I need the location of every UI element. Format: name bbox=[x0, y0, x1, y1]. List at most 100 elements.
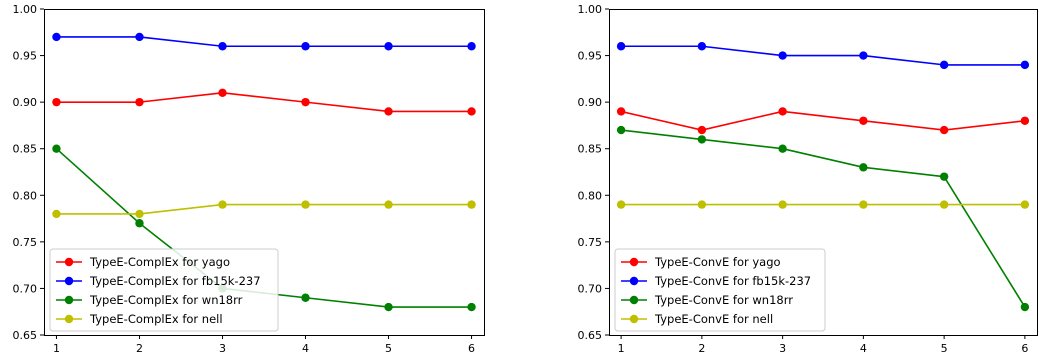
legend-marker bbox=[629, 295, 639, 305]
data-point-s3-1 bbox=[697, 200, 707, 209]
legend-label: TypeE-ConvE for wn18rr bbox=[654, 293, 793, 307]
data-point-s3-0 bbox=[616, 200, 626, 209]
y-tick-label: 1.00 bbox=[578, 3, 603, 16]
data-point-s3-5 bbox=[467, 200, 476, 209]
y-tick-label: 0.85 bbox=[578, 143, 603, 156]
y-tick-label: 0.70 bbox=[578, 282, 603, 295]
x-tick-label: 1 bbox=[618, 342, 625, 355]
data-point-s2-5 bbox=[467, 302, 476, 312]
data-point-s2-0 bbox=[616, 125, 626, 135]
data-point-s2-3 bbox=[301, 293, 310, 302]
data-point-s1-2 bbox=[218, 42, 227, 51]
data-point-s1-5 bbox=[1020, 60, 1030, 70]
series-group bbox=[52, 32, 476, 312]
data-point-s2-4 bbox=[939, 172, 949, 181]
data-point-s3-2 bbox=[778, 200, 787, 209]
legend-marker bbox=[629, 276, 639, 286]
data-point-s3-4 bbox=[939, 200, 949, 209]
x-tick-label: 2 bbox=[698, 342, 705, 355]
data-point-s1-4 bbox=[939, 60, 949, 70]
data-point-s1-1 bbox=[135, 32, 144, 42]
data-point-s2-4 bbox=[384, 302, 393, 312]
data-point-s1-5 bbox=[467, 42, 476, 51]
data-point-s0-5 bbox=[467, 107, 476, 116]
series-line-1 bbox=[621, 45, 1025, 66]
y-tick-label: 0.90 bbox=[578, 96, 603, 109]
y-tick-label: 0.95 bbox=[13, 50, 38, 63]
data-point-s0-1 bbox=[135, 97, 144, 107]
series-line-0 bbox=[620, 110, 1025, 131]
legend-label: TypeE-ConvE for yago bbox=[654, 255, 781, 269]
data-point-s0-3 bbox=[859, 116, 868, 125]
data-point-s1-4 bbox=[384, 42, 393, 51]
x-tick-label: 2 bbox=[136, 342, 143, 355]
x-tick-label: 6 bbox=[1021, 342, 1028, 355]
data-point-s0-4 bbox=[384, 107, 393, 116]
series-line-1 bbox=[56, 36, 472, 48]
legend-label: TypeE-ConvE for fb15k-237 bbox=[654, 274, 811, 288]
legend-label: TypeE-ComplEx for nell bbox=[89, 312, 223, 326]
legend-marker bbox=[629, 314, 639, 324]
data-point-s0-2 bbox=[778, 107, 787, 116]
legend-label: TypeE-ConvE for nell bbox=[654, 312, 773, 326]
legend: TypeE-ConvE for yago TypeE-ConvE for fb15… bbox=[614, 248, 826, 332]
legend-box bbox=[614, 248, 826, 332]
data-point-s1-2 bbox=[778, 51, 787, 60]
data-point-s0-3 bbox=[301, 97, 310, 107]
x-tick-label: 3 bbox=[779, 342, 786, 355]
data-point-s0-0 bbox=[52, 97, 61, 107]
legend-marker bbox=[64, 257, 74, 267]
series-line-3 bbox=[56, 203, 472, 215]
y-tick-label: 0.85 bbox=[13, 143, 38, 156]
data-point-s3-1 bbox=[135, 209, 144, 219]
legend-marker bbox=[64, 295, 74, 305]
data-point-s2-1 bbox=[135, 219, 144, 228]
data-point-s0-0 bbox=[616, 107, 626, 116]
legend-marker bbox=[64, 276, 74, 286]
data-point-s2-5 bbox=[1020, 302, 1030, 312]
data-point-s3-5 bbox=[1020, 200, 1030, 209]
data-point-s2-2 bbox=[778, 144, 787, 153]
y-tick-label: 0.95 bbox=[578, 50, 603, 63]
series-line-0 bbox=[56, 92, 472, 113]
data-point-s1-1 bbox=[697, 42, 707, 51]
x-tick-label: 5 bbox=[941, 342, 948, 355]
legend-box bbox=[49, 248, 279, 332]
y-tick-label: 0.65 bbox=[13, 329, 38, 342]
data-point-s0-2 bbox=[218, 88, 227, 98]
data-point-s3-2 bbox=[218, 200, 227, 209]
data-point-s0-5 bbox=[1020, 116, 1030, 125]
x-tick-label: 4 bbox=[302, 342, 309, 355]
legend-label: TypeE-ComplEx for fb15k-237 bbox=[89, 274, 261, 288]
data-point-s1-3 bbox=[301, 42, 310, 51]
legend-marker bbox=[629, 257, 639, 267]
legend-marker bbox=[64, 314, 74, 324]
y-tick-label: 0.70 bbox=[13, 282, 38, 295]
legend-label: TypeE-ComplEx for wn18rr bbox=[89, 293, 243, 307]
data-point-s0-1 bbox=[697, 125, 707, 135]
chart-typee-complex: 0.65 0.70 0.75 0.80 0.85 0.90 0.95 1.00 1 2 3 4 5 6 Ty… bbox=[13, 3, 485, 355]
axes-frame bbox=[609, 9, 1038, 336]
x-tick-label: 3 bbox=[219, 342, 226, 355]
axes-frame bbox=[44, 9, 485, 336]
y-tick-label: 1.00 bbox=[13, 3, 38, 16]
data-point-s1-0 bbox=[616, 42, 626, 51]
data-point-s2-1 bbox=[697, 135, 707, 144]
y-tick-label: 0.75 bbox=[578, 236, 603, 249]
legend: TypeE-ComplEx for yago TypeE-ComplEx for … bbox=[49, 248, 279, 332]
data-point-s3-4 bbox=[384, 200, 393, 209]
data-point-s3-0 bbox=[52, 209, 61, 219]
x-tick-label: 6 bbox=[468, 342, 475, 355]
data-point-s3-3 bbox=[301, 200, 310, 209]
chart-typee-conve: 0.65 0.70 0.75 0.80 0.85 0.90 0.95 1.00 1 2 3 4 5 6 Ty… bbox=[578, 3, 1038, 355]
data-point-s1-3 bbox=[859, 51, 868, 60]
x-tick-label: 4 bbox=[860, 342, 867, 355]
y-tick-label: 0.75 bbox=[13, 236, 38, 249]
series-group bbox=[616, 42, 1030, 312]
x-tick-label: 5 bbox=[385, 342, 392, 355]
series-line-2 bbox=[621, 129, 1026, 308]
y-tick-label: 0.65 bbox=[578, 329, 603, 342]
data-point-s0-4 bbox=[939, 125, 949, 135]
legend-label: TypeE-ComplEx for yago bbox=[89, 255, 230, 269]
y-tick-label: 0.80 bbox=[13, 189, 38, 202]
